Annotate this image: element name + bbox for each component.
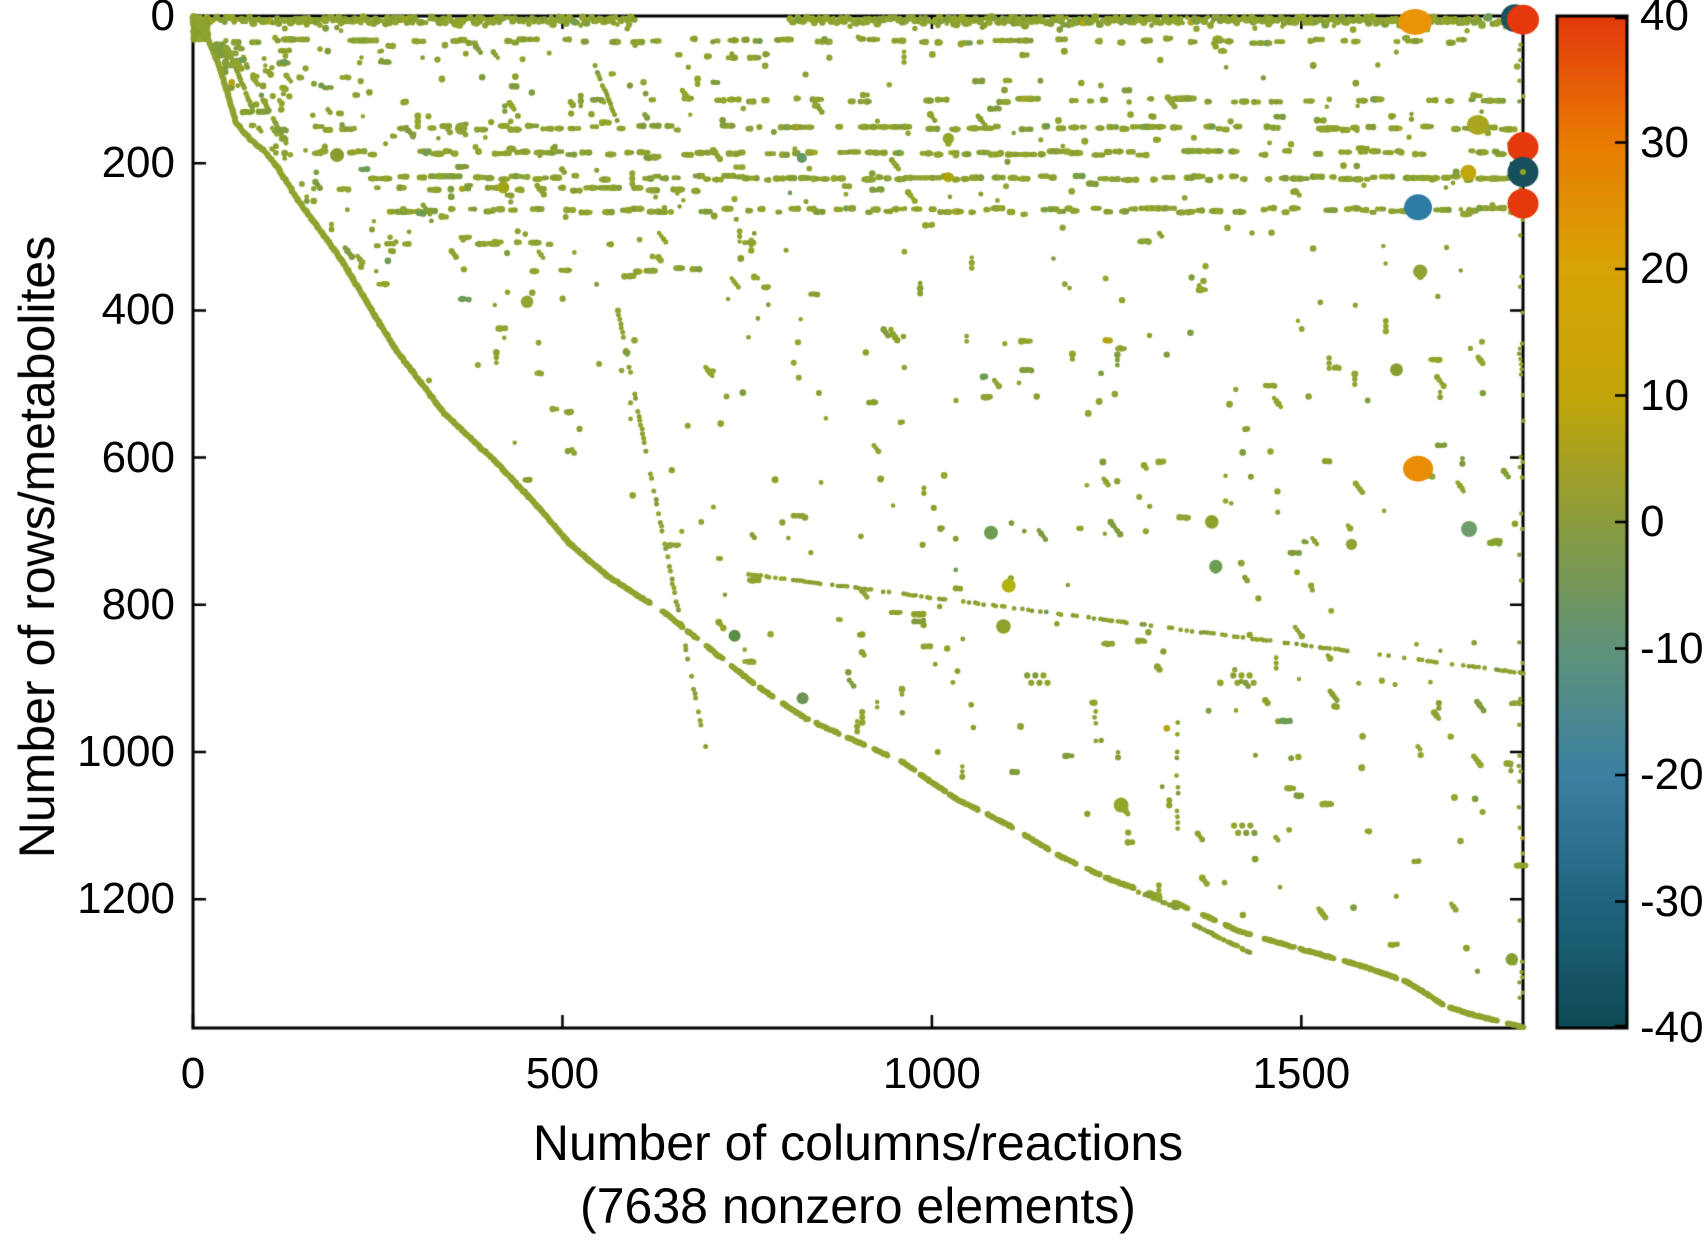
x-axis-title-line1: Number of columns/reactions — [532, 1115, 1184, 1171]
colorbar-tick-label: 40 — [1640, 0, 1689, 40]
y-tick-label: 0 — [150, 0, 175, 40]
colorbar-tick-label: 0 — [1640, 497, 1665, 546]
x-tick-label: 1500 — [1252, 1049, 1351, 1098]
y-tick-label: 800 — [101, 579, 175, 629]
y-tick-label: 400 — [101, 285, 175, 335]
colorbar-tick-label: -40 — [1640, 1003, 1704, 1052]
y-axis-title: Number of rows/metabolites — [9, 235, 65, 859]
y-tick-label: 200 — [101, 138, 175, 188]
x-tick-label: 500 — [525, 1049, 600, 1098]
colorbar-tick-label: 30 — [1640, 117, 1689, 167]
y-tick-label: 1200 — [77, 874, 175, 924]
colorbar-tick-label: 10 — [1640, 370, 1689, 420]
colorbar-tick-label: -30 — [1640, 876, 1704, 926]
colorbar-tick-label: 20 — [1640, 244, 1689, 293]
y-tick-label: 600 — [101, 432, 175, 482]
x-tick-label: 1000 — [882, 1049, 981, 1098]
x-axis-title-line2: (7638 nonzero elements) — [580, 1178, 1136, 1234]
y-tick-label: 1000 — [77, 727, 175, 776]
colorbar-tick-label: -10 — [1640, 623, 1704, 673]
x-tick-label: 0 — [180, 1049, 206, 1098]
colorbar-tick-label: -20 — [1640, 750, 1704, 799]
